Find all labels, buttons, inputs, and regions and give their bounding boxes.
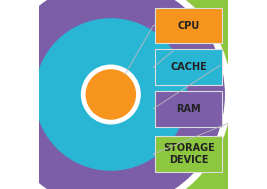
- Text: CACHE: CACHE: [170, 62, 207, 72]
- FancyBboxPatch shape: [155, 8, 222, 43]
- FancyBboxPatch shape: [155, 49, 222, 85]
- FancyBboxPatch shape: [155, 91, 222, 127]
- Text: RAM: RAM: [176, 104, 201, 114]
- Circle shape: [81, 65, 140, 124]
- Circle shape: [35, 19, 186, 170]
- Circle shape: [0, 0, 224, 189]
- FancyBboxPatch shape: [155, 136, 222, 172]
- Circle shape: [0, 0, 224, 189]
- Text: STORAGE
DEVICE: STORAGE DEVICE: [163, 143, 215, 165]
- Circle shape: [35, 19, 186, 170]
- Circle shape: [86, 70, 135, 119]
- Circle shape: [0, 0, 231, 189]
- Text: CPU: CPU: [178, 21, 200, 30]
- Circle shape: [86, 70, 135, 119]
- Circle shape: [86, 70, 135, 119]
